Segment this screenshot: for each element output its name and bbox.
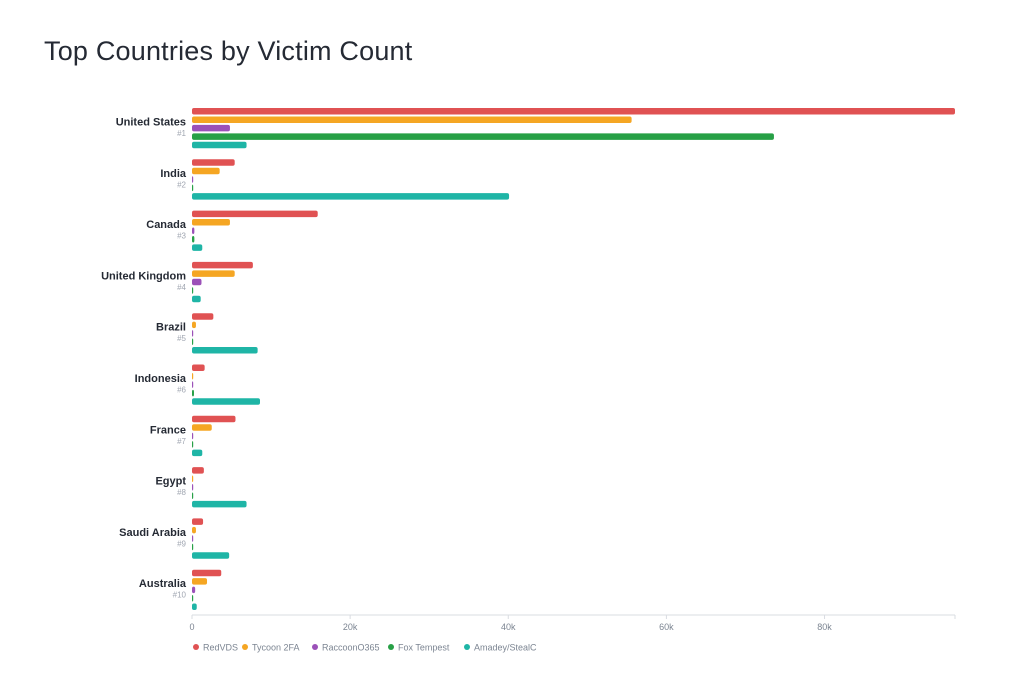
bar-fox-tempest bbox=[192, 389, 194, 397]
bar-redvds bbox=[192, 467, 204, 474]
legend-marker bbox=[242, 644, 248, 650]
bar-amadey-stealc bbox=[192, 347, 258, 354]
legend-marker bbox=[464, 644, 470, 650]
bar-amadey-stealc bbox=[192, 603, 197, 610]
x-axis-ticks: 0 20k 40k 60k 80k bbox=[189, 615, 956, 632]
bar-redvds bbox=[192, 415, 236, 423]
bar-amadey-stealc bbox=[192, 398, 260, 405]
x-tick-label: 20k bbox=[343, 622, 358, 632]
category-label: Saudi Arabia bbox=[119, 527, 187, 539]
bar-raccoono365 bbox=[192, 278, 202, 286]
category-label: United Kingdom bbox=[101, 270, 186, 282]
x-tick-label: 0 bbox=[189, 622, 194, 632]
legend-label: RaccoonO365 bbox=[322, 643, 380, 653]
bar-redvds bbox=[192, 261, 253, 269]
bar-redvds bbox=[192, 210, 318, 218]
bar-fox-tempest bbox=[192, 133, 774, 140]
category-label: Canada bbox=[146, 219, 187, 231]
bar-redvds bbox=[192, 569, 222, 577]
legend-label: Tycoon 2FA bbox=[252, 643, 300, 653]
bar-tycoon-2fa bbox=[192, 372, 194, 380]
bar-tycoon-2fa bbox=[192, 270, 235, 277]
bar-tycoon-2fa bbox=[192, 321, 196, 329]
rank-label: #5 bbox=[177, 334, 186, 343]
category-label: Egypt bbox=[155, 476, 186, 488]
bar-tycoon-2fa bbox=[192, 578, 208, 585]
chart-title: Top Countries by Victim Count bbox=[44, 36, 413, 66]
bar-tycoon-2fa bbox=[192, 167, 220, 175]
bar-redvds bbox=[192, 108, 955, 115]
bar-fox-tempest bbox=[192, 184, 194, 192]
bar-amadey-stealc bbox=[192, 500, 247, 508]
category-label: United States bbox=[116, 117, 186, 129]
bar-redvds bbox=[192, 313, 214, 320]
bar-tycoon-2fa bbox=[192, 116, 632, 123]
rank-label: #3 bbox=[177, 232, 186, 241]
legend-item[interactable]: RaccoonO365 bbox=[312, 643, 380, 653]
bar-redvds bbox=[192, 364, 205, 371]
bar-amadey-stealc bbox=[192, 141, 247, 149]
category-label: India bbox=[160, 168, 187, 180]
bar-fox-tempest bbox=[192, 287, 194, 294]
bar-raccoono365 bbox=[192, 330, 194, 337]
rank-label: #10 bbox=[173, 591, 187, 600]
legend-label: RedVDS bbox=[203, 643, 238, 653]
y-axis-labels: United States#1 India#2 Canada#3 United Kin… bbox=[101, 117, 187, 600]
legend-item[interactable]: RedVDS bbox=[193, 643, 238, 653]
legend-marker bbox=[193, 644, 199, 650]
legend-marker bbox=[312, 644, 318, 650]
legend-label: Amadey/StealC bbox=[474, 643, 537, 653]
legend: RedVDS Tycoon 2FA RaccoonO365 Fox Tempest Am… bbox=[193, 643, 537, 653]
bar-tycoon-2fa bbox=[192, 424, 212, 431]
legend-item[interactable]: Tycoon 2FA bbox=[242, 643, 300, 653]
rank-label: #2 bbox=[177, 180, 186, 189]
bar-amadey-stealc bbox=[192, 295, 201, 303]
x-tick-label: 80k bbox=[817, 622, 832, 632]
bar-fox-tempest bbox=[192, 235, 195, 243]
rank-label: #8 bbox=[177, 488, 186, 497]
legend-label: Fox Tempest bbox=[398, 643, 450, 653]
bar-redvds bbox=[192, 159, 235, 166]
bar-fox-tempest bbox=[192, 441, 194, 448]
bar-raccoono365 bbox=[192, 381, 194, 388]
bar-tycoon-2fa bbox=[192, 219, 230, 226]
bar-raccoono365 bbox=[192, 586, 196, 594]
legend-marker bbox=[388, 644, 394, 650]
bar-amadey-stealc bbox=[192, 449, 203, 457]
category-label: France bbox=[150, 424, 186, 436]
rank-label: #1 bbox=[177, 129, 186, 138]
x-tick-label: 60k bbox=[659, 622, 674, 632]
legend-item[interactable]: Amadey/StealC bbox=[464, 643, 537, 653]
bar-raccoono365 bbox=[192, 176, 194, 183]
bar-fox-tempest bbox=[192, 543, 194, 551]
x-tick-label: 40k bbox=[501, 622, 516, 632]
bars bbox=[192, 108, 955, 610]
bar-amadey-stealc bbox=[192, 193, 510, 200]
bar-raccoono365 bbox=[192, 432, 194, 440]
bar-amadey-stealc bbox=[192, 244, 203, 251]
bar-redvds bbox=[192, 518, 204, 525]
rank-label: #7 bbox=[177, 437, 186, 446]
rank-label: #4 bbox=[177, 283, 186, 292]
bar-fox-tempest bbox=[192, 595, 194, 602]
rank-label: #6 bbox=[177, 386, 186, 395]
bar-raccoono365 bbox=[192, 227, 195, 234]
bar-tycoon-2fa bbox=[192, 526, 196, 534]
bar-fox-tempest bbox=[192, 338, 194, 346]
category-label: Australia bbox=[139, 578, 187, 590]
legend-item[interactable]: Fox Tempest bbox=[388, 643, 450, 653]
bar-raccoono365 bbox=[192, 484, 194, 491]
bar-raccoono365 bbox=[192, 124, 230, 132]
rank-label: #9 bbox=[177, 539, 186, 548]
category-label: Indonesia bbox=[135, 373, 187, 385]
bar-raccoono365 bbox=[192, 535, 194, 542]
bar-tycoon-2fa bbox=[192, 475, 194, 483]
category-label: Brazil bbox=[156, 322, 186, 334]
bar-fox-tempest bbox=[192, 492, 194, 499]
bar-amadey-stealc bbox=[192, 552, 230, 559]
